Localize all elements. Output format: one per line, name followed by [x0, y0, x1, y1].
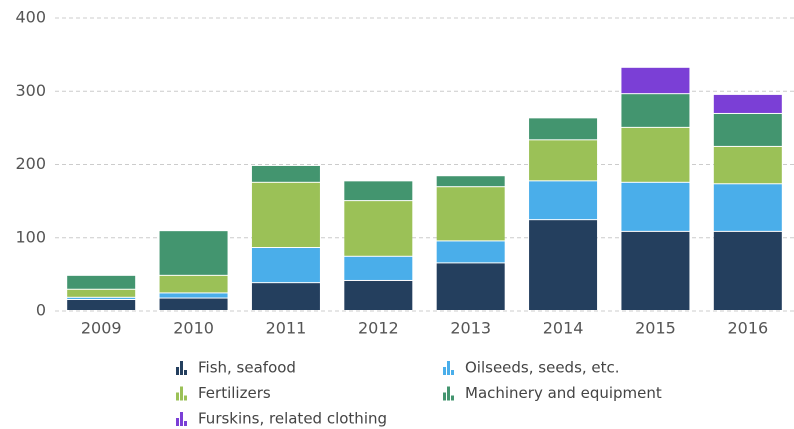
legend-icon [180, 361, 183, 375]
legend-icon [180, 386, 183, 401]
x-tick-label: 2015 [635, 319, 676, 338]
legend-icon [447, 361, 450, 375]
bar-segment [344, 181, 413, 201]
legend-icon [443, 367, 446, 375]
bar-segment [529, 140, 598, 181]
x-tick-label: 2011 [266, 319, 307, 338]
legend-icon [176, 367, 179, 375]
bar-segment [436, 187, 505, 241]
bar-segment [67, 300, 136, 310]
bar-segment [251, 248, 320, 283]
y-tick-label: 200 [15, 154, 46, 173]
y-tick-label: 400 [15, 8, 46, 27]
bar-segment [529, 220, 598, 310]
legend-icon [180, 412, 183, 426]
bar-segment [621, 94, 690, 127]
bar-segment [251, 165, 320, 182]
bar-segment [159, 298, 228, 310]
bar-segment [621, 231, 690, 310]
bar-segment [344, 280, 413, 310]
bar-segment [621, 127, 690, 182]
bar-segment [67, 297, 136, 300]
legend-label: Furskins, related clothing [198, 410, 387, 428]
legend-icon [176, 418, 179, 426]
bar-segment [621, 182, 690, 231]
bar-segment [344, 256, 413, 280]
bar-segment [713, 113, 782, 146]
bar-segment [713, 231, 782, 310]
bar-segment [251, 182, 320, 248]
bar-segment [159, 275, 228, 293]
bar-segment [713, 94, 782, 113]
x-tick-label: 2012 [358, 319, 399, 338]
x-tick-label: 2013 [450, 319, 491, 338]
legend-icon [184, 421, 187, 426]
bar-segment [436, 241, 505, 263]
y-tick-label: 100 [15, 227, 46, 246]
legend-label: Machinery and equipment [465, 384, 662, 402]
bar-segment [621, 67, 690, 94]
y-tick-label: 0 [36, 301, 46, 320]
x-tick-label: 2010 [173, 319, 214, 338]
x-tick-label: 2014 [543, 319, 584, 338]
bar-segment [713, 184, 782, 231]
bar-segment [159, 293, 228, 298]
bar-segment [436, 176, 505, 187]
bar-segment [713, 146, 782, 184]
x-tick-label: 2016 [727, 319, 768, 338]
bar-segment [529, 181, 598, 220]
legend-icon [184, 395, 187, 401]
bar-segment [251, 283, 320, 310]
legend-icon [451, 370, 454, 375]
x-tick-label: 2009 [81, 319, 122, 338]
legend-icon [184, 370, 187, 375]
legend-icon [451, 395, 454, 401]
bar-segment [344, 201, 413, 256]
bar-segment [159, 231, 228, 275]
legend-icon [176, 392, 179, 401]
legend-label: Fish, seafood [198, 359, 296, 377]
bar-segment [529, 118, 598, 140]
bar-segment [67, 275, 136, 289]
bar-segment [67, 289, 136, 297]
legend-icon [447, 386, 450, 401]
bar-segment [436, 263, 505, 310]
legend-icon [443, 392, 446, 401]
legend-label: Oilseeds, seeds, etc. [465, 359, 620, 377]
legend-label: Fertilizers [198, 384, 271, 402]
y-tick-label: 300 [15, 81, 46, 100]
